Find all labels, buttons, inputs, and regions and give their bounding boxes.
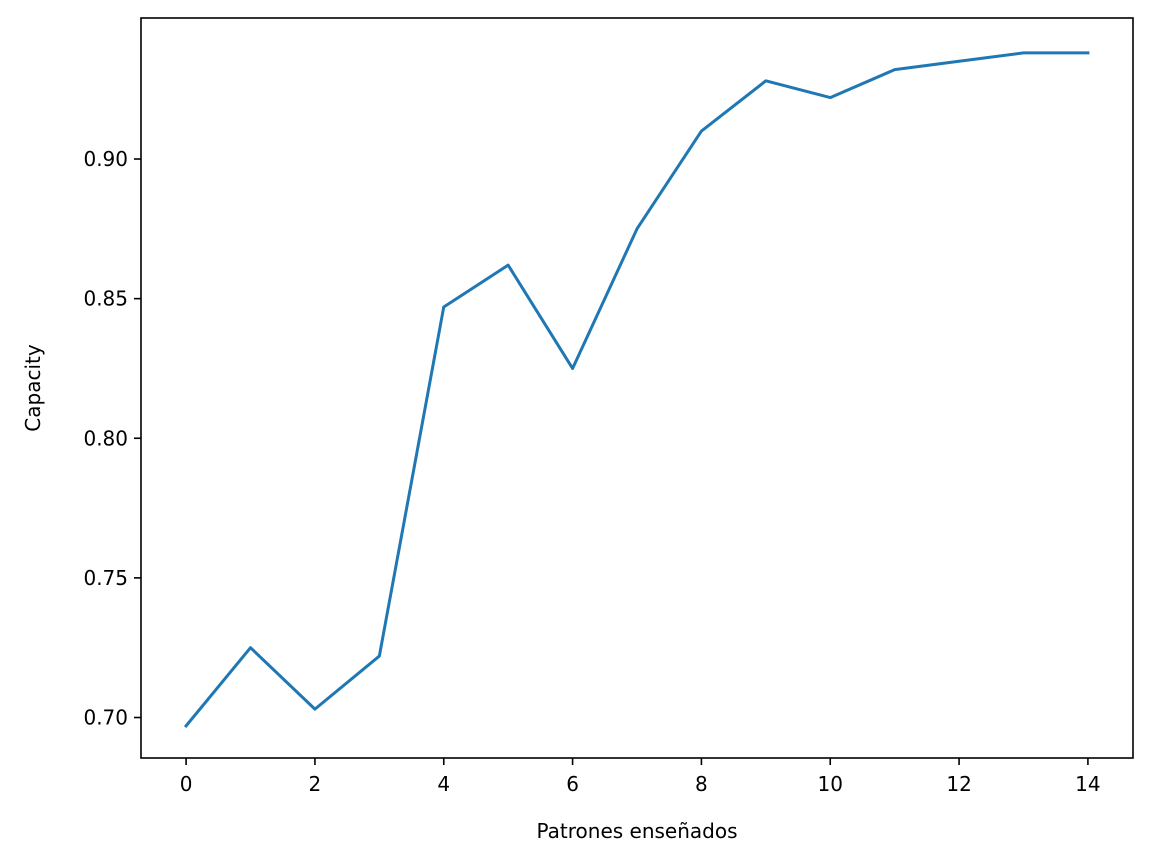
y-tick-label: 0.75 [83, 566, 128, 590]
x-tick-label: 0 [180, 772, 193, 796]
y-tick-label: 0.90 [83, 147, 128, 171]
axes-frame [140, 17, 1134, 759]
series-line [183, 51, 1090, 729]
x-axis-label: Patrones enseñados [536, 819, 737, 843]
x-tick-label: 10 [818, 772, 843, 796]
y-tick-label: 0.85 [83, 287, 128, 311]
y-tick-label: 0.70 [83, 706, 128, 730]
x-tick-label: 8 [695, 772, 708, 796]
y-axis-label: Capacity [21, 344, 45, 432]
x-axis-ticks: 0 2 4 6 8 10 12 14 [180, 758, 1101, 796]
x-tick-label: 14 [1075, 772, 1100, 796]
x-tick-label: 4 [437, 772, 450, 796]
y-tick-label: 0.80 [83, 426, 128, 450]
y-axis-ticks: 0.70 0.75 0.80 0.85 0.90 [83, 147, 141, 730]
x-tick-label: 12 [946, 772, 971, 796]
x-tick-label: 6 [566, 772, 579, 796]
x-tick-label: 2 [309, 772, 322, 796]
series-layer [183, 51, 1090, 729]
